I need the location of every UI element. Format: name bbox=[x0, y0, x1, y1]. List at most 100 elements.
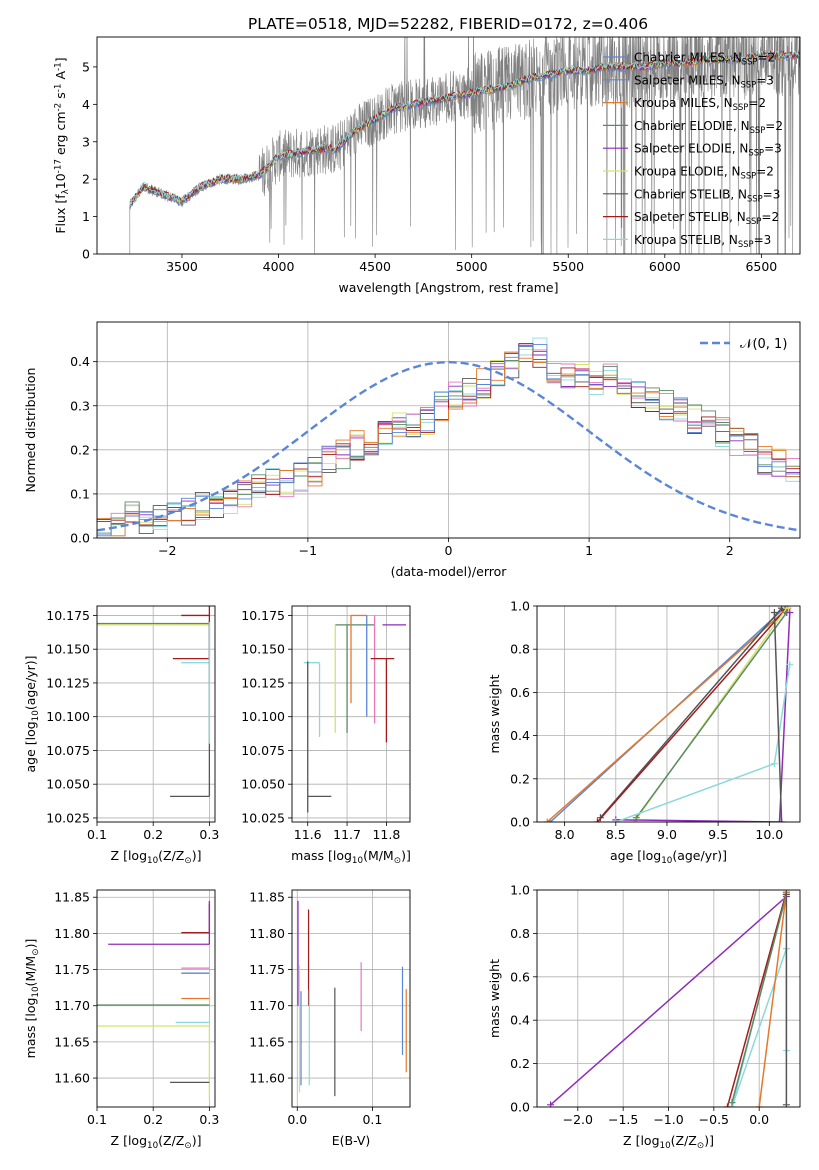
y-tick-label: 11.80 bbox=[54, 926, 90, 941]
error-bar-point bbox=[335, 624, 375, 733]
y-tick-label: 1.0 bbox=[510, 883, 530, 898]
legend-label: Chabrier STELIB, NSSP=3 bbox=[634, 187, 780, 203]
y-tick-label: 10.025 bbox=[241, 810, 285, 825]
x-tick-label: 5000 bbox=[456, 259, 488, 274]
y-tick-label: 11.80 bbox=[249, 926, 285, 941]
x-axis-label: (data-model)/error bbox=[391, 564, 508, 579]
point-marker bbox=[543, 818, 551, 822]
x-tick-label: 0.1 bbox=[87, 827, 107, 842]
x-tick-label: 0.3 bbox=[199, 1112, 219, 1127]
y-tick-label: 11.60 bbox=[54, 1071, 90, 1086]
legend-label: Kroupa STELIB, NSSP=3 bbox=[634, 233, 771, 249]
legend: Chabrier MILES, NSSP=2 Salpeter MILES, NS… bbox=[603, 51, 783, 249]
x-tick-label: 11.7 bbox=[333, 827, 361, 842]
error-bar-point bbox=[350, 614, 367, 704]
legend-label: Kroupa MILES, NSSP=2 bbox=[634, 96, 766, 112]
x-tick-label: 9.0 bbox=[657, 827, 677, 842]
point-marker bbox=[786, 660, 794, 668]
y-tick-label: 0.2 bbox=[70, 442, 90, 457]
x-tick-label: −0.5 bbox=[699, 1112, 729, 1127]
y-tick-label: 11.75 bbox=[249, 962, 285, 977]
panel-mass_vs_EBV: 0.0 0.1 11.60 11.65 11.70 11.75 11.80 11.85 E(B-… bbox=[249, 889, 411, 1148]
x-tick-label: 11.6 bbox=[294, 827, 322, 842]
x-tick-label: −1.5 bbox=[608, 1112, 638, 1127]
axes-frame bbox=[536, 889, 801, 1108]
x-tick-label: 8.0 bbox=[555, 827, 575, 842]
x-tick-label: 0.0 bbox=[287, 1112, 307, 1127]
x-axis-label: wavelength [Angstrom, rest frame] bbox=[338, 280, 558, 295]
mass-weight-line bbox=[758, 892, 788, 1107]
legend-label: Salpeter STELIB, NSSP=2 bbox=[634, 210, 779, 226]
y-tick-label: 0.0 bbox=[70, 531, 90, 546]
legend-label: Kroupa ELODIE, NSSP=2 bbox=[634, 165, 774, 181]
mass-weight-line bbox=[615, 664, 791, 822]
x-tick-label: 0.3 bbox=[199, 827, 219, 842]
x-tick-label: 0.1 bbox=[362, 1112, 382, 1127]
axes-frame bbox=[96, 36, 801, 255]
mass-weight-line bbox=[726, 892, 788, 1107]
legend-label: 𝒩(0, 1) bbox=[740, 337, 787, 352]
error-bar-point bbox=[97, 1025, 211, 1099]
y-axis-label: mass weight bbox=[487, 959, 502, 1038]
figure-title: PLATE=0518, MJD=52282, FIBERID=0172, z=0… bbox=[248, 15, 648, 33]
y-tick-label: 0.6 bbox=[510, 685, 530, 700]
x-tick-label: 4500 bbox=[359, 259, 391, 274]
x-tick-label: 0 bbox=[445, 543, 453, 558]
y-tick-label: 10.025 bbox=[46, 810, 90, 825]
y-tick-label: 10.125 bbox=[241, 675, 285, 690]
plot-area bbox=[97, 900, 211, 1099]
panel-age_vs_Z: 0.1 0.2 0.3 10.025 10.050 10.075 10.100 10.125 1… bbox=[23, 605, 219, 866]
point-marker bbox=[593, 818, 601, 822]
y-tick-label: 10.150 bbox=[241, 642, 285, 657]
error-bar-point bbox=[303, 662, 321, 737]
mass-weight-line bbox=[550, 895, 787, 1106]
y-tick-label: 10.175 bbox=[46, 608, 90, 623]
x-tick-label: 4000 bbox=[263, 259, 295, 274]
y-tick-label: 11.70 bbox=[54, 998, 90, 1013]
x-tick-label: 8.5 bbox=[606, 827, 626, 842]
y-tick-label: 10.075 bbox=[241, 743, 285, 758]
y-tick-label: 11.85 bbox=[54, 890, 90, 905]
y-tick-label: 5 bbox=[82, 59, 90, 74]
y-axis-label: Flux [fλ10-17 erg cm-2 s-1 A-1] bbox=[53, 57, 71, 233]
point-marker bbox=[778, 818, 786, 822]
plot-area bbox=[547, 890, 790, 1107]
x-tick-label: 0.2 bbox=[143, 1112, 163, 1127]
y-tick-label: 11.85 bbox=[249, 890, 285, 905]
y-tick-label: 0.0 bbox=[510, 815, 530, 830]
plot-area bbox=[97, 337, 800, 537]
y-tick-label: 10.175 bbox=[241, 608, 285, 623]
y-tick-label: 2 bbox=[82, 172, 90, 187]
y-tick-label: 11.60 bbox=[249, 1071, 285, 1086]
axes-frame bbox=[96, 321, 801, 539]
x-axis-label: age [log10(age/yr)] bbox=[610, 848, 727, 866]
point-marker bbox=[755, 1103, 763, 1107]
plot-area bbox=[303, 614, 407, 813]
y-tick-label: 0.4 bbox=[70, 354, 90, 369]
y-tick-label: 4 bbox=[82, 97, 90, 112]
y-tick-label: 0.4 bbox=[510, 728, 530, 743]
mass-weight-line bbox=[731, 894, 788, 1103]
y-tick-label: 10.050 bbox=[241, 777, 285, 792]
model-spectrum bbox=[129, 50, 800, 207]
x-tick-label: 9.5 bbox=[708, 827, 728, 842]
plot-area bbox=[543, 606, 794, 822]
point-marker bbox=[728, 1099, 736, 1107]
y-axis-label: mass weight bbox=[487, 674, 502, 753]
y-axis-label: age [log10(age/yr)] bbox=[23, 655, 41, 772]
plot-area bbox=[124, 37, 800, 254]
axes-frame bbox=[291, 605, 411, 823]
error-bar-point bbox=[181, 903, 211, 934]
legend-label: Chabrier ELODIE, NSSP=2 bbox=[634, 119, 783, 135]
axes-frame bbox=[96, 605, 216, 823]
error-bar-point bbox=[172, 606, 211, 660]
residual-histogram bbox=[97, 344, 800, 536]
x-axis-label: E(B-V) bbox=[332, 1133, 371, 1148]
x-tick-label: −2.0 bbox=[563, 1112, 593, 1127]
point-marker bbox=[782, 890, 790, 898]
x-tick-label: 6000 bbox=[649, 259, 681, 274]
x-tick-label: 1 bbox=[585, 543, 593, 558]
y-tick-label: 0.3 bbox=[70, 398, 90, 413]
x-tick-label: 5500 bbox=[552, 259, 584, 274]
